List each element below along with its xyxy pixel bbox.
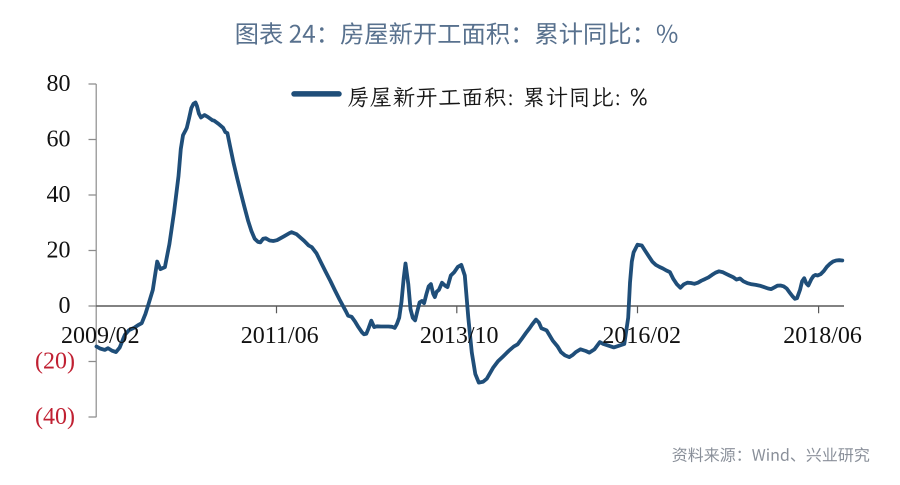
svg-text:60: 60 bbox=[47, 127, 71, 153]
svg-text:2009/02: 2009/02 bbox=[61, 323, 140, 349]
svg-text:80: 80 bbox=[47, 71, 71, 97]
svg-text:2016/02: 2016/02 bbox=[602, 323, 681, 349]
svg-text:(20): (20) bbox=[35, 349, 75, 375]
svg-text:(40): (40) bbox=[35, 404, 75, 430]
svg-text:40: 40 bbox=[47, 182, 71, 208]
svg-text:2011/06: 2011/06 bbox=[241, 323, 319, 349]
svg-text:20: 20 bbox=[47, 238, 71, 264]
svg-text:2018/06: 2018/06 bbox=[783, 323, 862, 349]
svg-text:2013/10: 2013/10 bbox=[420, 323, 499, 349]
svg-text:0: 0 bbox=[59, 293, 71, 319]
